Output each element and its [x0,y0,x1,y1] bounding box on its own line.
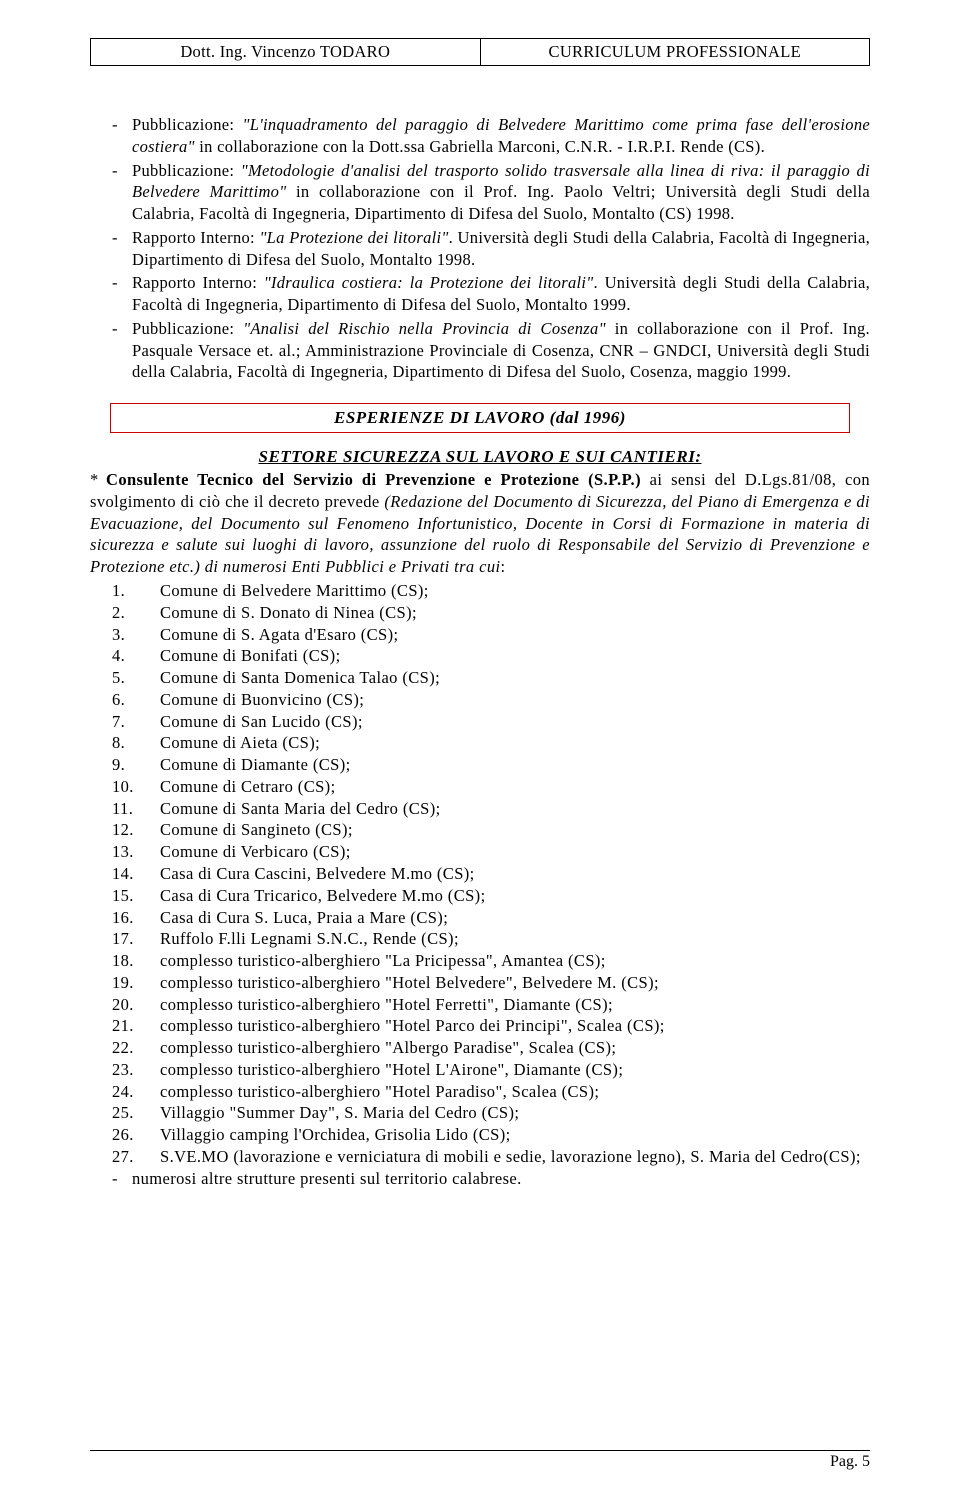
enti-item: 12.Comune di Sangineto (CS); [90,819,870,841]
enti-item: 4.Comune di Bonifati (CS); [90,645,870,667]
publication-item: - Rapporto Interno: "Idraulica costiera:… [90,272,870,316]
enti-list: 1.Comune di Belvedere Marittimo (CS);2.C… [90,580,870,1168]
item-number: 27. [112,1146,160,1168]
item-number: 8. [112,732,160,754]
enti-item: 2.Comune di S. Donato di Ninea (CS); [90,602,870,624]
item-number: 16. [112,907,160,929]
enti-item: 21.complesso turistico-alberghiero "Hote… [90,1015,870,1037]
item-number: 23. [112,1059,160,1081]
item-number: 3. [112,624,160,646]
header-right: CURRICULUM PROFESSIONALE [480,39,870,66]
enti-item: 25.Villaggio "Summer Day", S. Maria del … [90,1102,870,1124]
item-number: 26. [112,1124,160,1146]
publication-item: - Pubblicazione: "Metodologie d'analisi … [90,160,870,225]
consulente-intro-text: Consulente Tecnico del Servizio di Preve… [90,470,870,576]
item-number: 24. [112,1081,160,1103]
item-number: 22. [112,1037,160,1059]
enti-item: 17.Ruffolo F.lli Legnami S.N.C., Rende (… [90,928,870,950]
page-footer: Pag. 5 [90,1450,870,1471]
header-left: Dott. Ing. Vincenzo TODARO [91,39,481,66]
bullet-dash: - [112,160,132,182]
enti-item: 13.Comune di Verbicaro (CS); [90,841,870,863]
final-note-line: -numerosi altre strutture presenti sul t… [90,1168,870,1190]
enti-item: 8.Comune di Aieta (CS); [90,732,870,754]
enti-item: 14.Casa di Cura Cascini, Belvedere M.mo … [90,863,870,885]
item-number: 4. [112,645,160,667]
enti-item: 19.complesso turistico-alberghiero "Hote… [90,972,870,994]
bullet-dash: - [112,318,132,340]
bullet-dash: - [112,1168,132,1190]
enti-item: 7.Comune di San Lucido (CS); [90,711,870,733]
bullet-dash: - [112,114,132,136]
subsection-title: SETTORE SICUREZZA SUL LAVORO E SUI CANTI… [90,447,870,467]
item-number: 15. [112,885,160,907]
enti-item: 26.Villaggio camping l'Orchidea, Grisoli… [90,1124,870,1146]
bullet-star: * [90,469,106,491]
item-number: 9. [112,754,160,776]
item-number: 1. [112,580,160,602]
publications-list: - Pubblicazione: "L'inquadramento del pa… [90,114,870,383]
publication-item: - Rapporto Interno: "La Protezione dei l… [90,227,870,271]
item-number: 7. [112,711,160,733]
enti-item: 1.Comune di Belvedere Marittimo (CS); [90,580,870,602]
enti-item: 3.Comune di S. Agata d'Esaro (CS); [90,624,870,646]
item-number: 12. [112,819,160,841]
final-note: numerosi altre strutture presenti sul te… [132,1169,522,1188]
enti-item: 15.Casa di Cura Tricarico, Belvedere M.m… [90,885,870,907]
item-number: 10. [112,776,160,798]
section-title: ESPERIENZE DI LAVORO (dal 1996) [334,408,626,427]
bullet-dash: - [112,272,132,294]
enti-item: 11.Comune di Santa Maria del Cedro (CS); [90,798,870,820]
item-number: 13. [112,841,160,863]
enti-item: 20.complesso turistico-alberghiero "Hote… [90,994,870,1016]
header-table: Dott. Ing. Vincenzo TODARO CURRICULUM PR… [90,38,870,66]
section-box: ESPERIENZE DI LAVORO (dal 1996) [110,403,850,433]
item-number: 25. [112,1102,160,1124]
enti-item: 24.complesso turistico-alberghiero "Hote… [90,1081,870,1103]
enti-item: 16.Casa di Cura S. Luca, Praia a Mare (C… [90,907,870,929]
item-number: 19. [112,972,160,994]
item-number: 14. [112,863,160,885]
item-number: 11. [112,798,160,820]
publication-item: - Pubblicazione: "Analisi del Rischio ne… [90,318,870,383]
item-number: 17. [112,928,160,950]
publication-item: - Pubblicazione: "L'inquadramento del pa… [90,114,870,158]
enti-item: 18.complesso turistico-alberghiero "La P… [90,950,870,972]
item-number: 5. [112,667,160,689]
enti-item: 5.Comune di Santa Domenica Talao (CS); [90,667,870,689]
item-number: 2. [112,602,160,624]
enti-item: 22.complesso turistico-alberghiero "Albe… [90,1037,870,1059]
enti-item: 27.S.VE.MO (lavorazione e verniciatura d… [90,1146,870,1168]
enti-item: 10.Comune di Cetraro (CS); [90,776,870,798]
item-number: 20. [112,994,160,1016]
enti-item: 6.Comune di Buonvicino (CS); [90,689,870,711]
enti-item: 9.Comune di Diamante (CS); [90,754,870,776]
item-number: 18. [112,950,160,972]
item-number: 21. [112,1015,160,1037]
item-number: 6. [112,689,160,711]
enti-item: 23.complesso turistico-alberghiero "Hote… [90,1059,870,1081]
consulente-intro: *Consulente Tecnico del Servizio di Prev… [90,469,870,578]
bullet-dash: - [112,227,132,249]
